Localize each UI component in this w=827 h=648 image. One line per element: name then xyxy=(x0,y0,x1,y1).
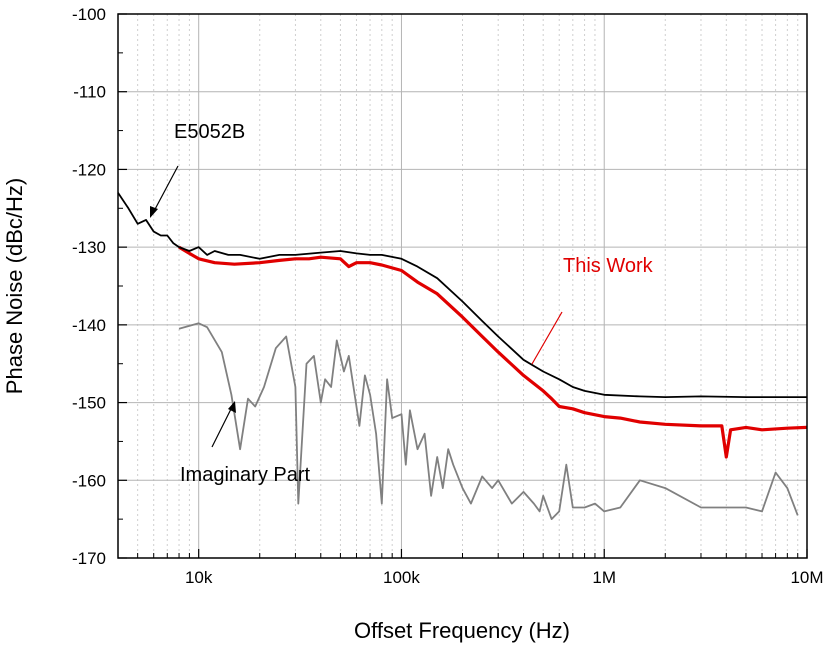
y-tick-label: -170 xyxy=(72,549,106,568)
x-tick-label: 10M xyxy=(790,568,823,587)
y-tick-label: -150 xyxy=(72,394,106,413)
annotation-this-work-pointer xyxy=(531,311,563,365)
y-tick-label: -130 xyxy=(72,238,106,257)
annotation-imaginary-part: Imaginary Part xyxy=(180,401,310,486)
annotation-this-work-label: This Work xyxy=(563,255,654,277)
y-tick-label: -110 xyxy=(73,83,106,102)
annotation-e5052b-arrow xyxy=(152,165,179,214)
y-tick-label: -160 xyxy=(72,471,106,490)
annotation-this-work: This Work xyxy=(531,255,654,365)
axis-ticks: 10k 100k 1M 10M -100 -110 -120 -130 -140 -150 -160… xyxy=(72,5,824,587)
y-tick-label: -100 xyxy=(72,5,106,24)
series-line-this-work xyxy=(178,245,808,459)
x-tick-label: 100k xyxy=(383,568,420,587)
annotation-imaginary-part-label: Imaginary Part xyxy=(180,464,310,486)
x-tick-label: 10k xyxy=(185,568,213,587)
y-axis-title: Phase Noise (dBc/Hz) xyxy=(2,178,27,394)
y-tick-label: -120 xyxy=(72,160,106,179)
grid xyxy=(118,14,807,558)
annotation-imaginary-part-arrowhead xyxy=(228,401,236,413)
x-axis-title: Offset Frequency (Hz) xyxy=(354,618,570,643)
y-tick-label: -140 xyxy=(72,316,106,335)
annotation-e5052b-arrowhead xyxy=(150,206,158,218)
annotation-e5052b: E5052B xyxy=(150,121,245,218)
series-line-imaginary-part xyxy=(178,322,799,520)
series-line-e5052b xyxy=(117,192,807,399)
x-tick-label: 1M xyxy=(592,568,616,587)
annotation-e5052b-label: E5052B xyxy=(174,121,245,143)
annotation-imaginary-part-arrow xyxy=(211,406,233,448)
series-layer xyxy=(117,192,808,520)
